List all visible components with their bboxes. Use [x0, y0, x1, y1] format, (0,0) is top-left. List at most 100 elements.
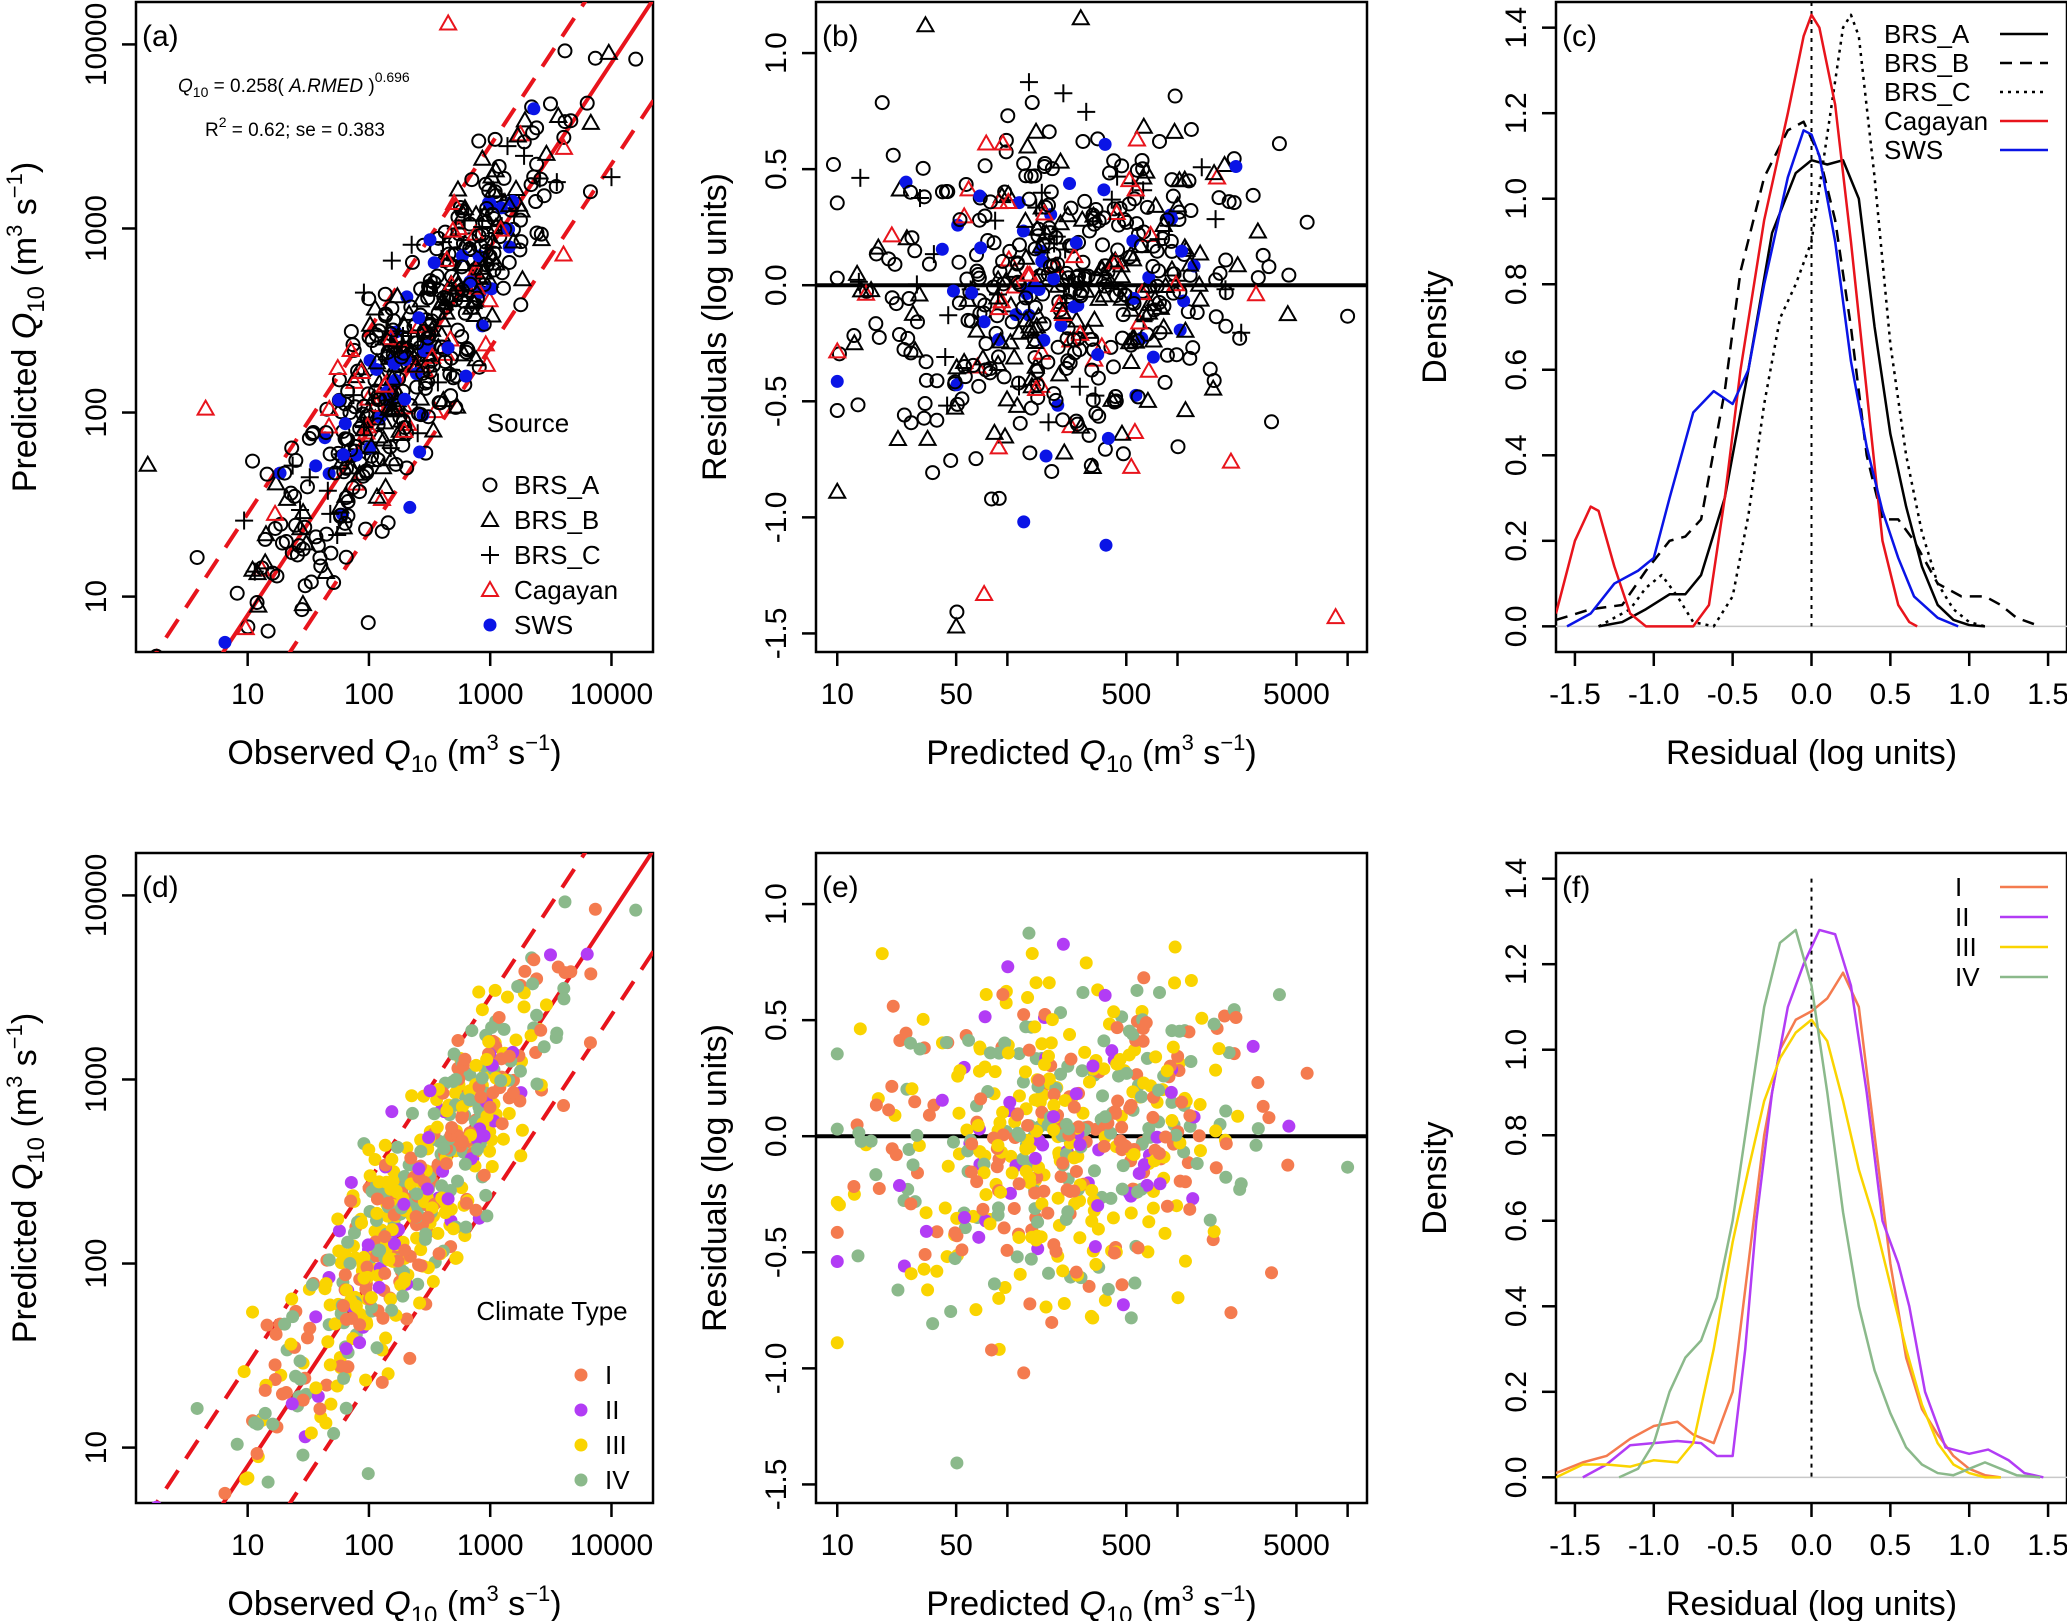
point — [1010, 274, 1026, 290]
point — [339, 1312, 353, 1326]
point — [438, 1206, 452, 1220]
point — [1129, 312, 1149, 330]
point — [455, 1134, 469, 1148]
point — [1108, 167, 1127, 186]
point — [1106, 201, 1122, 217]
point — [587, 50, 603, 66]
y-axis-title-sup2: −1 — [2, 1024, 27, 1049]
point — [1039, 413, 1058, 432]
point — [1145, 289, 1165, 307]
point — [966, 320, 987, 338]
point — [1128, 1043, 1142, 1057]
point — [352, 484, 368, 500]
point — [1078, 1045, 1092, 1059]
point — [958, 176, 974, 192]
point — [897, 228, 917, 246]
point — [978, 1010, 992, 1024]
point — [344, 1175, 358, 1189]
point — [875, 947, 889, 961]
point — [1026, 121, 1046, 139]
point — [918, 1248, 932, 1262]
point — [1045, 234, 1064, 253]
point — [370, 1341, 384, 1355]
point — [514, 1149, 528, 1163]
eq-lhs: Q — [178, 76, 193, 97]
point — [1086, 1311, 1100, 1325]
point — [266, 1417, 280, 1431]
point — [480, 579, 500, 597]
point — [364, 1291, 378, 1305]
y-tick-label: 1.4 — [1500, 7, 1533, 49]
point — [850, 397, 866, 413]
x-axis-title: Predicted Q10 (m3 s−1) — [926, 730, 1256, 778]
point — [1009, 308, 1023, 322]
point — [926, 1317, 940, 1331]
point — [1248, 221, 1268, 239]
point — [368, 1152, 382, 1166]
point — [367, 486, 387, 504]
point — [1122, 1024, 1136, 1038]
point — [1042, 1072, 1056, 1086]
point — [1058, 1093, 1072, 1107]
point — [1079, 956, 1093, 970]
point — [1039, 449, 1053, 463]
density-curve-SWS — [1566, 129, 1959, 628]
point — [404, 1151, 418, 1165]
point — [404, 254, 420, 270]
point — [830, 1122, 844, 1136]
point — [1067, 1100, 1081, 1114]
point — [1229, 1010, 1243, 1024]
point — [502, 1106, 516, 1120]
point — [997, 1221, 1011, 1235]
point — [412, 311, 426, 325]
y-tick-label: 0.0 — [1500, 1456, 1533, 1498]
point — [1152, 133, 1168, 149]
point — [889, 1148, 903, 1162]
point — [530, 1008, 544, 1022]
plot-area — [1556, 2, 2067, 628]
density-curve-II — [1582, 928, 2044, 1479]
x-axis-title-sup: 3 — [486, 1581, 498, 1606]
point — [397, 420, 413, 436]
point — [628, 51, 644, 67]
point — [1272, 988, 1286, 1002]
y-tick-label: 0.6 — [1500, 1200, 1533, 1242]
point — [454, 259, 470, 275]
point — [903, 303, 923, 321]
point — [1007, 1201, 1021, 1215]
point — [338, 460, 354, 476]
point — [846, 328, 862, 344]
point — [480, 1053, 494, 1067]
point — [1193, 1144, 1207, 1158]
point — [405, 1089, 419, 1103]
point — [583, 1036, 597, 1050]
plot-frame — [814, 0, 1369, 654]
point — [195, 398, 216, 416]
point — [1146, 1201, 1160, 1215]
point — [1021, 191, 1037, 207]
point — [371, 323, 387, 339]
point — [543, 948, 557, 962]
point — [1168, 976, 1182, 990]
point — [466, 349, 486, 367]
point — [1152, 325, 1168, 341]
point — [944, 1304, 958, 1318]
point — [869, 1098, 883, 1112]
point — [487, 131, 503, 147]
legend-label: BRS_C — [1884, 77, 1971, 107]
point — [1195, 1011, 1209, 1025]
point — [342, 405, 358, 421]
point — [988, 1065, 1002, 1079]
point — [1170, 1199, 1184, 1213]
point — [378, 1138, 392, 1152]
x-tick-label: 1.5 — [2027, 1529, 2067, 1562]
point — [930, 1225, 944, 1239]
point — [1102, 190, 1121, 209]
point — [343, 323, 359, 339]
point — [1166, 1040, 1180, 1054]
point — [261, 1475, 275, 1489]
point — [419, 1227, 433, 1241]
point — [400, 1312, 414, 1326]
point — [414, 1243, 428, 1257]
x-axis-title-sup2: −1 — [525, 1581, 550, 1606]
